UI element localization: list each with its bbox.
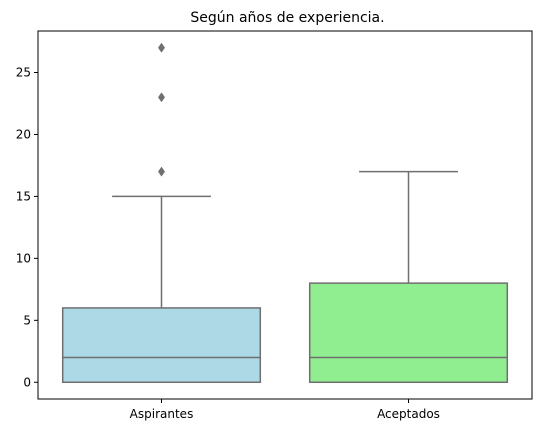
plot-frame xyxy=(37,30,533,400)
y-tick-label: 5 xyxy=(23,313,31,327)
y-tick-label: 25 xyxy=(16,66,31,80)
chart-title: Según años de experiencia. xyxy=(190,10,384,26)
y-tick-label: 0 xyxy=(23,375,31,389)
y-tick-label: 15 xyxy=(16,189,31,203)
box-iqr xyxy=(308,282,509,384)
box-iqr xyxy=(61,307,262,384)
outlier-point xyxy=(157,166,166,177)
y-tick-label: 10 xyxy=(16,251,31,265)
outlier-point xyxy=(157,92,166,103)
outlier-point xyxy=(157,42,166,53)
x-tick-label-aceptados: Aceptados xyxy=(377,407,440,421)
x-tick-label-aspirantes: Aspirantes xyxy=(130,407,194,421)
y-tick-label: 20 xyxy=(16,127,31,141)
axes: 0 5 10 15 20 25 Aspirantes Aceptados xyxy=(16,30,533,421)
box-group-aceptados xyxy=(308,170,509,384)
box-group-aspirantes xyxy=(61,42,262,384)
plot-area xyxy=(61,42,509,384)
